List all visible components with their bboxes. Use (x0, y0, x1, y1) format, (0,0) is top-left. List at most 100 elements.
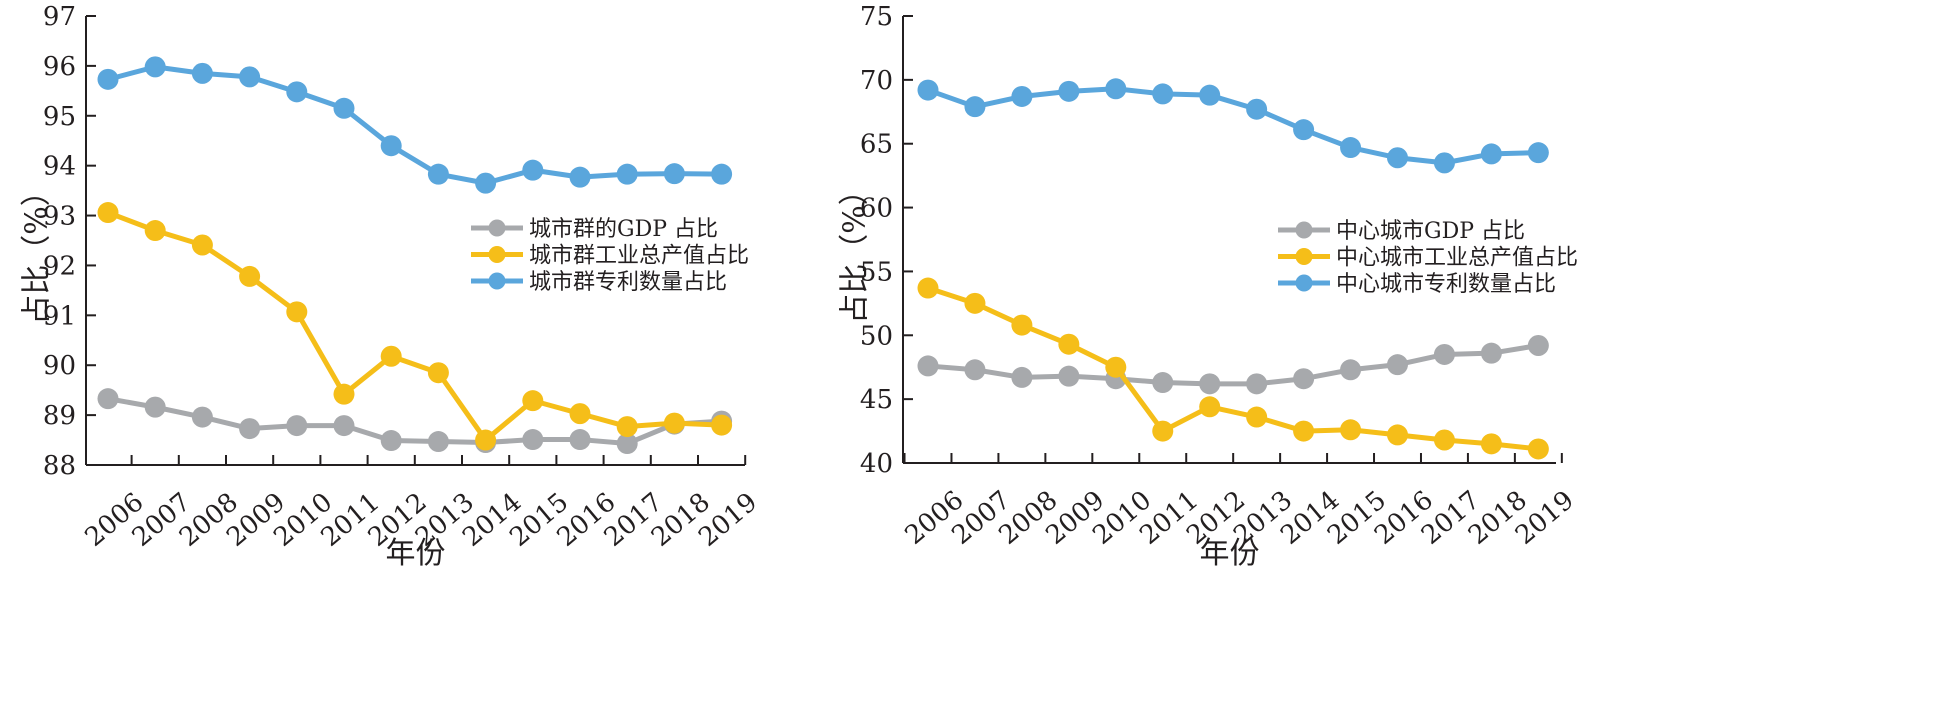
data-point (1199, 84, 1221, 106)
legend-label: 中心城市GDP 占比 (1336, 219, 1525, 244)
data-point (1152, 420, 1174, 442)
y-tick-label: 94 (43, 152, 76, 182)
y-tick-label: 65 (860, 130, 893, 160)
data-point (427, 163, 449, 185)
series-3 (97, 56, 733, 194)
data-point (1433, 343, 1455, 365)
data-point (522, 429, 544, 451)
data-point (144, 220, 166, 242)
data-point (239, 418, 261, 440)
series-3 (917, 78, 1549, 174)
data-point (1058, 80, 1080, 102)
y-tick-label: 97 (43, 2, 76, 32)
y-tick-label: 93 (43, 202, 76, 232)
data-point (475, 429, 497, 451)
data-point (522, 159, 544, 181)
y-axis-title: 占比（%） (838, 175, 873, 324)
legend-marker (488, 272, 506, 290)
data-point (380, 345, 402, 367)
chart-panel-2: 4045505560657075200620072008200920102011… (838, 2, 1580, 571)
data-point (1340, 359, 1362, 381)
legend-marker (1295, 274, 1313, 292)
data-point (569, 429, 591, 451)
data-point (964, 359, 986, 381)
data-point (97, 68, 119, 90)
data-point (1011, 85, 1033, 107)
data-point (616, 416, 638, 438)
data-point (1246, 406, 1268, 428)
series-2 (917, 277, 1549, 460)
data-point (1433, 429, 1455, 451)
y-tick-label: 95 (43, 102, 76, 132)
data-point (1340, 137, 1362, 159)
y-tick-label: 70 (860, 66, 893, 96)
data-point (1011, 366, 1033, 388)
data-point (333, 97, 355, 119)
data-point (964, 292, 986, 314)
data-point (1152, 372, 1174, 394)
data-point (663, 412, 685, 434)
data-point (917, 277, 939, 299)
data-point (1293, 368, 1315, 390)
legend-label: 中心城市工业总产值占比 (1336, 246, 1578, 271)
data-point (239, 265, 261, 287)
y-tick-label: 45 (860, 385, 893, 415)
data-point (1480, 342, 1502, 364)
y-tick-label: 90 (43, 351, 76, 381)
y-tick-label: 88 (43, 451, 76, 481)
data-point (711, 163, 733, 185)
data-point (380, 135, 402, 157)
legend-label: 城市群专利数量占比 (529, 270, 727, 295)
data-point (1387, 354, 1408, 376)
series-1 (917, 335, 1549, 395)
data-point (711, 414, 733, 436)
series-2 (97, 202, 733, 451)
data-point (191, 406, 213, 428)
data-point (1480, 143, 1502, 165)
data-point (1058, 333, 1080, 355)
data-point (191, 234, 213, 256)
data-point (1293, 119, 1315, 141)
data-point (616, 163, 638, 185)
data-point (427, 431, 449, 453)
data-point (97, 202, 119, 224)
data-point (663, 163, 685, 185)
data-point (1387, 147, 1408, 169)
y-tick-label: 55 (860, 257, 893, 287)
legend-marker (488, 219, 506, 237)
chart-panel-1: 8889909192939495969720062007200820092010… (20, 2, 764, 571)
series-1 (97, 388, 733, 455)
data-point (1527, 335, 1549, 357)
legend-marker (488, 246, 506, 263)
y-tick-label: 50 (860, 321, 893, 351)
data-point (333, 383, 355, 405)
data-point (286, 81, 308, 103)
data-point (569, 166, 591, 188)
legend-marker (1295, 248, 1313, 265)
y-tick-label: 91 (43, 301, 76, 331)
y-tick-label: 75 (860, 2, 893, 32)
data-point (144, 396, 166, 418)
data-point (286, 415, 308, 437)
data-point (1105, 356, 1127, 378)
data-point (1527, 438, 1549, 460)
data-point (1246, 373, 1268, 395)
data-point (1340, 419, 1362, 441)
data-point (1246, 98, 1268, 120)
data-point (427, 362, 449, 384)
data-point (191, 62, 213, 84)
data-point (475, 172, 497, 194)
x-axis-title: 年份 (386, 536, 446, 571)
data-point (97, 388, 119, 410)
data-point (144, 56, 166, 78)
data-point (1293, 420, 1315, 442)
data-point (1199, 373, 1221, 395)
data-point (1011, 314, 1033, 336)
y-tick-label: 60 (860, 194, 893, 224)
data-point (1105, 78, 1127, 100)
legend-label: 城市群的GDP 占比 (529, 217, 718, 242)
y-tick-label: 40 (860, 449, 893, 479)
